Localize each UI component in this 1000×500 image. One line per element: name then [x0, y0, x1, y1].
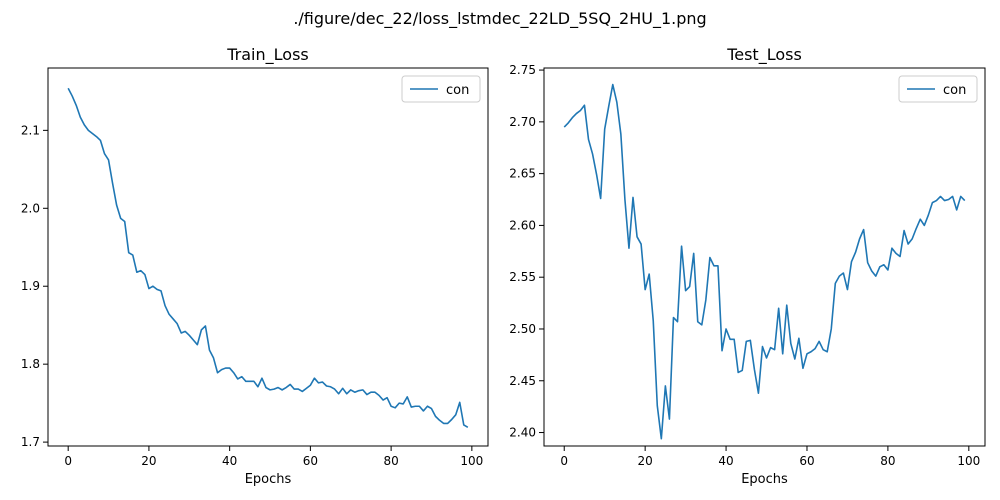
- test-loss-panel: Test_Loss Epochs 0 20 40 60 80 100 2.40 2.45 2.5…: [509, 45, 986, 487]
- train-loss-title: Train_Loss: [226, 45, 308, 65]
- train-loss-axes-frame: [47, 67, 489, 447]
- train-loss-legend-label: con: [446, 83, 469, 98]
- test-loss-y-tick-label: 2.50: [509, 322, 536, 336]
- test-loss-y-tick-label: 2.60: [509, 218, 536, 232]
- test-loss-legend-box: [898, 75, 978, 103]
- test-loss-title: Test_Loss: [726, 45, 802, 65]
- test-loss-series-line-con: [563, 83, 966, 440]
- figure-title: ./figure/dec_22/loss_lstmdec_22LD_5SQ_2H…: [293, 9, 706, 29]
- test-loss-y-tick-label: 2.40: [509, 426, 536, 440]
- train-loss-x-tick-label: 0: [64, 454, 72, 468]
- test-loss-legend: con: [898, 75, 978, 103]
- train-loss-x-tick-label: 20: [141, 454, 156, 468]
- train-loss-legend: con: [401, 75, 481, 103]
- test-loss-y-tick-label: 2.65: [509, 167, 536, 181]
- test-loss-x-tick-label: 40: [718, 454, 733, 468]
- train-loss-legend-box: [401, 75, 481, 103]
- test-loss-y-tick-label: 2.75: [509, 63, 536, 77]
- test-loss-legend-label: con: [943, 83, 966, 98]
- test-loss-x-tick-label: 100: [957, 454, 980, 468]
- train-loss-y-tick-label: 2.0: [21, 201, 40, 215]
- train-loss-y-tick-label: 2.1: [21, 123, 40, 137]
- test-loss-axes-frame: [543, 67, 986, 447]
- train-loss-y-tick-label: 1.8: [21, 357, 40, 371]
- train-loss-x-tick-label: 60: [303, 454, 318, 468]
- train-loss-panel: Train_Loss Epochs 0 20 40 60 80 100 1.7 1.8 1.9 2…: [21, 45, 489, 487]
- test-loss-y-tick-label: 2.70: [509, 115, 536, 129]
- train-loss-x-tick-label: 100: [460, 454, 483, 468]
- test-loss-x-axis-label: Epochs: [741, 472, 788, 487]
- test-loss-x-tick-label: 80: [880, 454, 895, 468]
- train-loss-y-tick-label: 1.9: [21, 279, 40, 293]
- test-loss-x-tick-label: 60: [799, 454, 814, 468]
- test-loss-y-tick-label: 2.55: [509, 270, 536, 284]
- train-loss-y-tick-label: 1.7: [21, 435, 40, 449]
- test-loss-x-tick-label: 20: [638, 454, 653, 468]
- train-loss-x-axis-label: Epochs: [245, 472, 292, 487]
- test-loss-y-tick-label: 2.45: [509, 374, 536, 388]
- train-loss-x-tick-label: 80: [383, 454, 398, 468]
- train-loss-x-tick-label: 40: [222, 454, 237, 468]
- test-loss-x-tick-label: 0: [560, 454, 568, 468]
- train-loss-series-line-con: [67, 87, 469, 428]
